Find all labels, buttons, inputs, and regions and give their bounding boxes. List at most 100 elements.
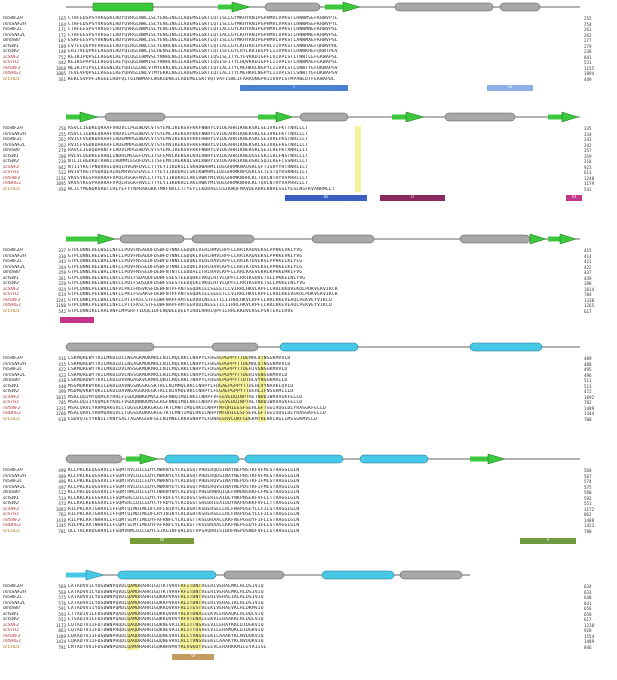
start-position: 278: [58, 148, 66, 153]
start-position: 1180: [55, 303, 66, 308]
end-position: 415: [584, 248, 592, 253]
table-row: hsSNF2L 422 LSKMQREWYTKILMKDIDVLNSSGKMDKMR…: [0, 367, 617, 373]
end-position: 422: [584, 264, 592, 270]
start-position: 1005: [55, 71, 66, 76]
end-position: 551: [584, 501, 592, 506]
species-label: hsSNF2H: [3, 468, 23, 473]
species-label: scSNF2: [3, 286, 20, 292]
table-row: scCHD1 361 KEKLSVPPFIKGGELRDFQLTGINWMAFLWS…: [0, 77, 617, 83]
table-row: scSNF2 752 KEIKIPQPSLLRGGKLREYQLQGLEWMVSLY…: [0, 55, 617, 61]
sequence-text: QLLTRLKKDGHRVLIFSQMVRMLDILGDYLSIKGINFQRL…: [68, 528, 300, 534]
species-label: scCHD1: [3, 644, 21, 650]
start-position: 512: [58, 490, 66, 495]
end-position: 658: [584, 611, 592, 617]
sequence-text: GTPLQNNLHELWALLNFLLPDVFNSSEDFDSWFDTNNCLG…: [68, 259, 303, 264]
table-row: hsSNF2L 575 LATADVVILYDSDWNPQVDLQAMDRAHRIG…: [0, 595, 617, 601]
species-label: hsSNF2H: [3, 248, 23, 253]
start-position: 1173: [55, 622, 66, 628]
sequence-text: KEKLSVPPFIKGGELRDFQLTGINWMAFLWSKGDNGILAD…: [68, 76, 335, 82]
table-row: mtSNF2 1068 NEIKIPIPSLLRGGNLREYQHIGLDWLVTM…: [0, 66, 617, 72]
sequence-text: VKVSYKGSPAARRAFVPQLRSGKFNVLLTTYEYIIKDKHI…: [68, 175, 309, 181]
species-label: mmSNF2L: [3, 372, 26, 378]
sequence-text: GTPLQNNLPELWALLNFVLPKIFNSVKSFDEWFNTPFANT…: [68, 286, 338, 292]
species-label: mmSNF2H: [3, 361, 27, 367]
species-label: mmSNF2L: [3, 264, 26, 270]
end-position: 1094: [584, 71, 595, 76]
table-row: mtSNF2 1410 RILPKLRATNHRVLLFCQMTSLMTIMEDYF…: [0, 518, 617, 524]
species-label: scISW2: [3, 281, 19, 286]
sequence-rows-6: hsSNF2H 569 LATADVVILYDSDWNPQVDLQAMDRAHRIG…: [0, 584, 617, 650]
end-position: 846: [584, 644, 592, 650]
start-position: 1345: [55, 523, 66, 528]
species-label: scSNF2: [3, 622, 20, 628]
table-row: mtSNF2 1331 MSALQRVLYRHMQAKGVLLTDGSEKDKKGK…: [0, 406, 617, 412]
start-position: 497: [58, 484, 66, 490]
table-row: mtBRG1 1266 MSALQRVLYRHMQAKGVLLTDGSEKDKKGK…: [0, 411, 617, 417]
sequence-text: LSKMQREWYTRILMKDIDILNSAGKMDKMRLLNILMQLRK…: [68, 361, 291, 367]
species-label: mtSNF2: [3, 517, 21, 523]
end-position: 437: [584, 270, 592, 275]
table-row: mtSNF2 1489 LQAADTVIIFDSDWNPHQDLQAQDRAHRIG…: [0, 634, 617, 640]
start-position: 1068: [55, 65, 66, 71]
beta-strand-arrow-7: [97, 233, 116, 245]
start-position: 473: [58, 501, 66, 506]
species-label: scSNF2: [3, 394, 20, 400]
table-row: scISW2 320 GTPLQNNLHELWALLNFLLPDIFSDSQDFDS…: [0, 281, 617, 287]
species-label: mtSNF2: [3, 405, 21, 411]
start-position: 438: [58, 378, 66, 383]
table-row: scSTH1 863 LQTADTVIIFDTDWNPHQDLQAQDRAHRIGQ…: [0, 628, 617, 634]
sequence-text: NEIKIPIPSLLRGGNLREYQHIGLDWLVTMYEKKLNGILA…: [68, 65, 338, 71]
species-label: mtBRG1: [3, 71, 22, 76]
secondary-structure-track-3: [66, 233, 580, 245]
table-row: mmSNF2L 263 RVICFVGDKDARAAFIRDEMMPGEWDVCVT…: [0, 143, 617, 149]
start-position: 164: [58, 21, 66, 27]
start-position: 320: [58, 281, 66, 286]
species-label: mmSNF2H: [3, 473, 27, 479]
sequence-rows-5: hsSNF2H 490 KLLPKLKEQGSRVLIFSQMTRVLDILEDYC…: [0, 468, 617, 534]
motif-label: VI: [190, 654, 196, 659]
table-row: dmISWI 512 KLLPKLQEQGSRVLIFSQMTRMLDILEDYCH…: [0, 490, 617, 496]
end-position: 511: [584, 378, 592, 383]
sequence-text: RSVCLIGDKEQRAAFVRDVLLPGEWDVCVTSYEMLIKEKS…: [68, 131, 309, 137]
table-row: scSNF2 842 NTIIYKGTPNQRHSLQHQIRVGNFDVLLTTY…: [0, 165, 617, 171]
start-position: 423: [58, 372, 66, 378]
end-position: 1014: [584, 286, 595, 292]
end-position: 342: [584, 142, 592, 148]
species-label: scSTH1: [3, 170, 20, 175]
sequence-text: KLLPKLKEQGSRVLIFSQMTRVLDILEDYCMWRNYEYCRL…: [68, 484, 300, 490]
start-position: 752: [58, 54, 66, 60]
sequence-text: ESRFEESPSYVKNGKLRDYQVRGLNWLISLYENGINGILA…: [68, 38, 338, 43]
sequence-text: MSALQQIIYQQMLKYKRLFVGDQNNKKMVGLRGFNNQIMQ…: [68, 400, 303, 405]
end-position: 634: [584, 584, 592, 589]
end-position: 255: [584, 16, 592, 21]
secondary-structure-track-2: [66, 111, 580, 123]
sequence-text: KLLKKLKEEGSRVLIFSQMSRLLDILEDYCYFRDFEYCRI…: [68, 495, 300, 501]
alignment-block-6: hsSNF2H 569 LATADVVILYDSDWNPQVDLQAMDRAHRIG…: [0, 568, 617, 680]
species-label: mmSNF2H: [3, 253, 27, 259]
species-label: scSTH1: [3, 512, 20, 517]
helix-gray-3: [499, 2, 541, 12]
species-label: scISW2: [3, 159, 19, 164]
start-position: 618: [58, 416, 66, 422]
end-position: 700: [584, 416, 592, 422]
species-label: mmSNF2L: [3, 600, 26, 606]
table-row: scISW1 361 GTPLQNNLHELWALLNFLLPDIFSDAQDFDD…: [0, 276, 617, 282]
sequence-text: RILPKLRATNHRVLLFCQMTSLMTIMEDYFAFRNFLYLRL…: [68, 517, 300, 523]
end-position: 575: [584, 484, 592, 490]
sequence-text: KLLPKLQEQGSRVLIFSQMTRMLDILEDYCHWRNYNYCRL…: [68, 490, 300, 495]
sequence-text: RVICFVGDKDARAAFIRDEMMPGEWDVCVTSYEMVIKEKS…: [68, 137, 309, 142]
end-position: 592: [584, 495, 592, 501]
table-row: mtBRG1 1095 VKVSYKGSPAARRAFVPQLRSGKFNVLLTT…: [0, 181, 617, 187]
table-row: hsSNF2L 171 CTRFEESPSYVKGGTLRDYQVRGLNWMISL…: [0, 27, 617, 33]
secondary-structure-track-5: [65, 453, 580, 465]
start-position: 1489: [55, 633, 66, 639]
table-row: scCHD1 542 GTPLQNNIKELAALVNFLMPGRFTIDQEIDF…: [0, 309, 617, 315]
end-position: 1489: [584, 639, 595, 644]
sequence-text: VKVSYKGSPAARRAFVPQLRSGKFNVLLTTYEYIIKDKHI…: [68, 181, 309, 186]
start-position: 1266: [55, 411, 66, 416]
end-position: 335: [584, 126, 592, 131]
sequence-text: LSKMQRDWYTKVLLKDIDVVNGAGKVEKMRLQNILMQLRK…: [68, 378, 288, 383]
species-label: mmSNF2H: [3, 21, 27, 27]
start-position: 1424: [55, 639, 66, 644]
table-row: mmSNF2L 576 LATADVVILYDSDWNPQVDLQAMDRAHRIG…: [0, 601, 617, 607]
